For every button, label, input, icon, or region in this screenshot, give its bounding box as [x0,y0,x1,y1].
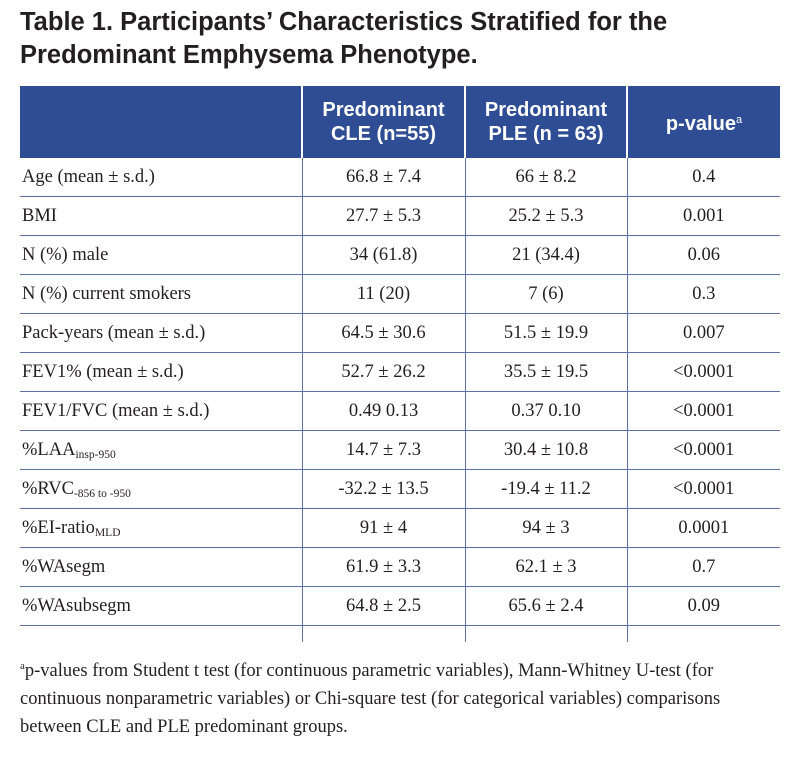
row-label-subscript: insp-950 [75,448,116,461]
header-p-value: p-valuea [626,86,780,158]
table-header-row: Predominant CLE (n=55) Predominant PLE (… [20,86,780,158]
p-value: 0.0001 [626,508,780,548]
cle-value: 34 (61.8) [301,235,465,275]
header-ple-line-1: Predominant [484,99,608,121]
p-value: 0.001 [626,196,780,236]
row-label: %EI-ratioMLD [20,508,302,548]
header-variable [20,86,302,158]
cle-value: 0.49 0.13 [301,391,465,431]
row-label: N (%) male [20,235,302,275]
header-ple: Predominant PLE (n = 63) [464,86,627,158]
table-body: Age (mean ± s.d.) 66.8 ± 7.4 66 ± 8.2 0.4 BM… [20,158,780,642]
ple-value: 21 (34.4) [464,235,627,275]
header-ple-line-2: PLE (n = 63) [488,123,604,145]
cle-value: 11 (20) [301,274,465,314]
table-row: %LAAinsp-950 14.7 ± 7.3 30.4 ± 10.8 <0.0001 [20,430,780,470]
row-label-text: %LAA [22,439,76,460]
table-row: BMI 27.7 ± 5.3 25.2 ± 5.3 0.001 [20,196,780,236]
row-label: N (%) current smokers [20,274,302,314]
row-label: %WAsegm [20,547,302,587]
table-row: N (%) male 34 (61.8) 21 (34.4) 0.06 [20,235,780,275]
cle-value: 64.5 ± 30.6 [301,313,465,353]
spacer-cell [20,625,302,642]
row-label: FEV1% (mean ± s.d.) [20,352,302,392]
cle-value: 27.7 ± 5.3 [301,196,465,236]
row-label: Pack-years (mean ± s.d.) [20,313,302,353]
ple-value: 35.5 ± 19.5 [464,352,627,392]
spacer-cell [464,625,627,642]
p-value: 0.7 [626,547,780,587]
table-row: FEV1% (mean ± s.d.) 52.7 ± 26.2 35.5 ± 19.… [20,352,780,392]
header-cle: Predominant CLE (n=55) [301,86,465,158]
p-value: <0.0001 [626,391,780,431]
table-row: N (%) current smokers 11 (20) 7 (6) 0.3 [20,274,780,314]
cle-value: 91 ± 4 [301,508,465,548]
cle-value: 66.8 ± 7.4 [301,158,465,197]
row-label: %RVC-856 to -950 [20,469,302,509]
p-value: 0.3 [626,274,780,314]
ple-value: 0.37 0.10 [464,391,627,431]
ple-value: 30.4 ± 10.8 [464,430,627,470]
table-row: %RVC-856 to -950 -32.2 ± 13.5 -19.4 ± 11.2… [20,469,780,509]
row-label-text: %EI-ratio [22,517,95,538]
header-cle-line-2: CLE (n=55) [330,123,437,145]
p-value: <0.0001 [626,469,780,509]
header-p-value-label: p-value [665,113,736,135]
p-value: <0.0001 [626,352,780,392]
footnote-text: p-values from Student t test (for contin… [20,661,721,737]
table-row: Pack-years (mean ± s.d.) 64.5 ± 30.6 51.5 … [20,313,780,353]
row-label: BMI [20,196,302,236]
ple-value: 66 ± 8.2 [464,158,627,197]
table-row: %WAsegm 61.9 ± 3.3 62.1 ± 3 0.7 [20,547,780,587]
ple-value: 7 (6) [464,274,627,314]
footnote-marker: a [20,660,25,672]
table-title-line-1: Table 1. Participants’ Characteristics S… [20,8,668,36]
table-row: Age (mean ± s.d.) 66.8 ± 7.4 66 ± 8.2 0.4 [20,158,780,197]
ple-value: 25.2 ± 5.3 [464,196,627,236]
characteristics-table: Predominant CLE (n=55) Predominant PLE (… [20,86,780,642]
table-spacer-row [20,625,780,642]
cle-value: 14.7 ± 7.3 [301,430,465,470]
row-label-subscript: MLD [94,526,121,539]
row-label-text: N (%) current smokers [22,283,192,304]
row-label-text: FEV1% (mean ± s.d.) [22,361,184,382]
table-row: %WAsubsegm 64.8 ± 2.5 65.6 ± 2.4 0.09 [20,586,780,626]
table-title-line-2: Predominant Emphysema Phenotype. [20,41,478,69]
row-label-text: FEV1/FVC (mean ± s.d.) [22,400,210,421]
p-value: <0.0001 [626,430,780,470]
cle-value: 61.9 ± 3.3 [301,547,465,587]
p-value: 0.06 [626,235,780,275]
cle-value: 64.8 ± 2.5 [301,586,465,626]
cle-value: -32.2 ± 13.5 [301,469,465,509]
p-value: 0.007 [626,313,780,353]
ple-value: 51.5 ± 19.9 [464,313,627,353]
footnote: ap-values from Student t test (for conti… [20,652,785,741]
table-row: FEV1/FVC (mean ± s.d.) 0.49 0.13 0.37 0.10… [20,391,780,431]
table-title: Table 1. Participants’ Characteristics S… [20,6,790,72]
row-label: Age (mean ± s.d.) [20,158,302,197]
row-label-text: %RVC [22,478,74,499]
row-label-text: Age (mean ± s.d.) [22,166,155,187]
row-label-text: N (%) male [22,244,109,265]
cle-value: 52.7 ± 26.2 [301,352,465,392]
ple-value: 94 ± 3 [464,508,627,548]
spacer-cell [626,625,780,642]
row-label-text: %WAsegm [22,556,106,577]
row-label-text: %WAsubsegm [22,595,131,616]
table-row: %EI-ratioMLD 91 ± 4 94 ± 3 0.0001 [20,508,780,548]
ple-value: -19.4 ± 11.2 [464,469,627,509]
ple-value: 62.1 ± 3 [464,547,627,587]
row-label-subscript: -856 to -950 [73,487,131,500]
spacer-cell [301,625,465,642]
header-cle-line-1: Predominant [322,99,445,121]
row-label: %LAAinsp-950 [20,430,302,470]
row-label: FEV1/FVC (mean ± s.d.) [20,391,302,431]
p-value: 0.4 [626,158,780,197]
row-label-text: Pack-years (mean ± s.d.) [22,322,206,343]
row-label: %WAsubsegm [20,586,302,626]
row-label-text: BMI [22,205,57,226]
p-value: 0.09 [626,586,780,626]
ple-value: 65.6 ± 2.4 [464,586,627,626]
header-p-value-footnote-marker: a [735,114,743,126]
